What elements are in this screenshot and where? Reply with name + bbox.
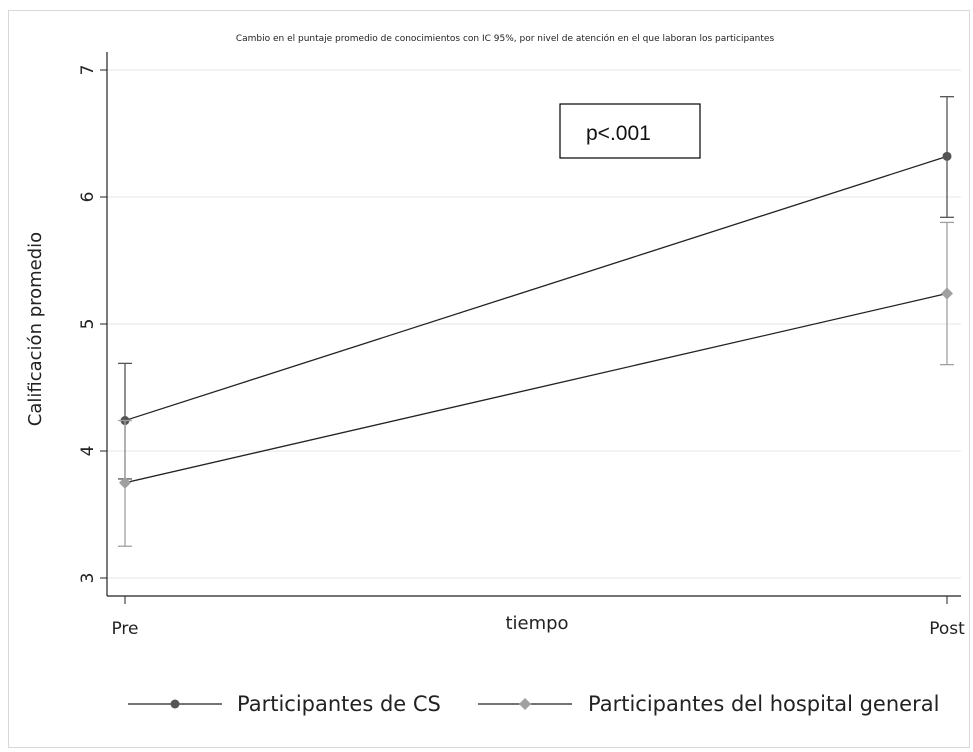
axes: 3 4 5 6 7 Pre Post xyxy=(78,52,965,639)
y-tick-label: 5 xyxy=(78,319,98,330)
series-line xyxy=(124,292,948,484)
legend-item: Participantes del hospital general xyxy=(478,692,939,716)
series-group xyxy=(118,221,954,547)
x-tick-label: Pre xyxy=(111,619,138,639)
legend: Participantes de CS Participantes del hos… xyxy=(128,692,939,716)
data-point xyxy=(119,476,131,489)
series-group xyxy=(118,96,954,480)
legend-marker xyxy=(170,699,180,709)
legend-label: Participantes del hospital general xyxy=(588,692,939,716)
y-axis-title: Calificación promedio xyxy=(25,232,46,426)
y-tick-label: 4 xyxy=(78,446,98,457)
y-tick-label: 3 xyxy=(78,573,98,584)
legend-label: Participantes de CS xyxy=(237,692,441,716)
chart-frame xyxy=(8,10,970,748)
annotation-box xyxy=(559,103,701,159)
x-axis-title: tiempo xyxy=(505,613,568,634)
chart-title: Cambio en el puntaje promedio de conocim… xyxy=(236,33,775,44)
data-point xyxy=(941,287,953,300)
legend-marker xyxy=(519,698,531,710)
annotation: p<.001 xyxy=(559,103,701,159)
y-tick-label: 7 xyxy=(78,65,98,76)
y-tick-label: 6 xyxy=(78,192,98,203)
x-tick-label: Post xyxy=(929,619,965,639)
series xyxy=(118,96,954,547)
legend-item: Participantes de CS xyxy=(128,692,441,716)
series-line xyxy=(124,155,948,422)
data-point xyxy=(942,151,952,161)
grid xyxy=(107,69,961,579)
p-value-annotation: p<.001 xyxy=(586,122,651,145)
